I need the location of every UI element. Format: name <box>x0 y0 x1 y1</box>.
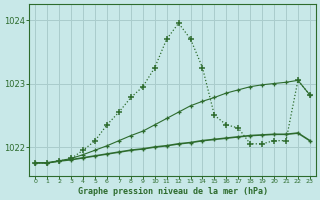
X-axis label: Graphe pression niveau de la mer (hPa): Graphe pression niveau de la mer (hPa) <box>78 187 268 196</box>
